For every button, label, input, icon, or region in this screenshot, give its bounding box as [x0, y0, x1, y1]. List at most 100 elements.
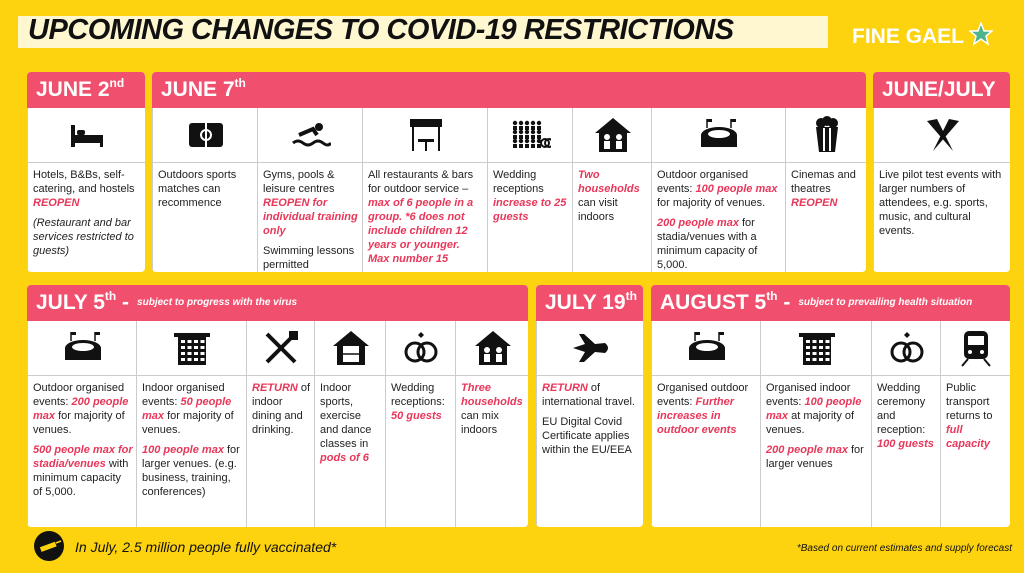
column: RETURN of international travel. EU Digita… [536, 321, 643, 527]
vaccine-icon [34, 531, 64, 561]
icon-art [291, 123, 331, 147]
text-run: Cinemas and theatres [791, 169, 856, 195]
column-text: RETURN of international travel. EU Digita… [542, 381, 640, 463]
text-run: 50 guests [391, 410, 442, 422]
icon-art [474, 331, 511, 365]
text-run: Outdoors sports matches can recommence [158, 169, 237, 209]
icon-art [409, 119, 442, 151]
icon [872, 321, 941, 376]
heading-sup: th [625, 289, 637, 303]
icon [456, 321, 528, 376]
column-text: Indoor organised events: 50 people max f… [142, 381, 243, 505]
text-run: for larger venues. (e.g. business, train… [142, 444, 240, 498]
text-run: EU Digital Covid Certificate applies wit… [542, 416, 632, 456]
column-text: Wedding ceremony and reception: 100 gues… [877, 381, 937, 457]
column: Wedding ceremony and reception: 100 gues… [871, 321, 941, 527]
brand-star [968, 20, 995, 46]
icon [28, 321, 137, 376]
paragraph: Indoor sports, exercise and dance classe… [320, 381, 382, 465]
icon-art [688, 332, 725, 360]
text-run: Organised indoor events: [766, 382, 851, 408]
heading-subtitle: subject to progress with the virus [137, 297, 298, 309]
text-run: can mix indoors [461, 410, 499, 436]
icon [153, 108, 258, 163]
paragraph: Wedding receptions increase to 25 guests [493, 168, 569, 224]
heading-sup: th [104, 289, 117, 303]
icon [28, 108, 145, 163]
column: Three households can mix indoors [455, 321, 528, 527]
text-run: for majority of venues. [33, 410, 125, 436]
text-run: Indoor organised events: [142, 382, 225, 408]
text-run: of international travel. [542, 382, 635, 408]
paragraph: 500 people max for stadia/venues with mi… [33, 443, 133, 499]
column-text: Wedding receptions: 50 guests [391, 381, 452, 429]
column: Outdoors sports matches can recommence [152, 108, 258, 272]
column: Gyms, pools & leisure centres REOPEN for… [257, 108, 363, 272]
heading-subtitle: subject to prevailing health situation [798, 297, 973, 309]
icon [386, 321, 456, 376]
column: Outdoor organised events: 200 people max… [27, 321, 137, 527]
icon [573, 108, 652, 163]
panel-heading: JUNE 2nd [27, 72, 145, 108]
paragraph: Outdoor organised events: 200 people max… [33, 381, 133, 437]
panel: JUNE 7th Outdoors sports matches can reco… [152, 72, 866, 272]
icon-art [188, 123, 223, 147]
text-run: 100 guests [877, 438, 934, 450]
heading-text: JUNE/JULY [882, 78, 996, 101]
column-text: Gyms, pools & leisure centres REOPEN for… [263, 168, 359, 272]
paragraph: Indoor organised events: 50 people max f… [142, 381, 243, 437]
icon [258, 108, 363, 163]
icon-art [594, 118, 631, 152]
column: Live pilot test events with larger numbe… [873, 108, 1010, 272]
text-run: RETURN [542, 382, 588, 394]
column-text: All restaurants & bars for outdoor servi… [368, 168, 484, 272]
text-run: Swimming lessons permitted [263, 245, 355, 271]
panel: JUNE 2nd Hotels, B&Bs, self-catering, and… [27, 72, 145, 272]
column-text: Public transport returns to full capacit… [946, 381, 1007, 457]
paragraph: Live pilot test events with larger numbe… [879, 168, 1007, 238]
heading-dash: - [116, 291, 130, 314]
text-run: Wedding receptions [493, 169, 544, 195]
text-run: Gyms, pools & leisure centres [263, 169, 335, 195]
icon-art [572, 334, 608, 362]
text-run: Live pilot test events with larger numbe… [879, 169, 1002, 237]
column: RETURN of indoor dining and drinking. [246, 321, 315, 527]
text-run: increase to 25 guests [493, 197, 567, 223]
icon [761, 321, 872, 376]
paragraph: Wedding ceremony and reception: 100 gues… [877, 381, 937, 451]
text-run: REOPEN [791, 197, 838, 209]
panel-heading: JULY 5th - subject to progress with the v… [27, 285, 528, 321]
column: Hotels, B&Bs, self-catering, and hostels… [27, 108, 145, 272]
text-run: Wedding receptions: [391, 382, 445, 408]
text-run: 50 people max [142, 396, 232, 422]
column: Organised outdoor events: Further increa… [651, 321, 761, 527]
heading-sup: nd [109, 76, 125, 90]
heading-text: JUNE 2 [36, 78, 110, 101]
icon-art [815, 116, 838, 152]
icon [941, 321, 1010, 376]
text-run: 500 people max for stadia/venues [33, 444, 133, 470]
column-text: Cinemas and theatres REOPEN [791, 168, 863, 216]
paragraph: All restaurants & bars for outdoor servi… [368, 168, 484, 266]
column: Wedding receptions: 50 guests [385, 321, 456, 527]
paragraph: Cinemas and theatres REOPEN [791, 168, 863, 210]
column-text: Three households can mix indoors [461, 381, 525, 443]
column-text: Indoor sports, exercise and dance classe… [320, 381, 382, 471]
column-text: Two households can visit indoors [578, 168, 648, 230]
heading-text: AUGUST 5 [660, 291, 767, 314]
icon [874, 108, 1010, 163]
text-run: 200 people max [657, 217, 739, 229]
text-run: pods of 6 [320, 452, 369, 464]
panel-heading: JULY 19th [536, 285, 643, 321]
title: UPCOMING CHANGES TO COVID-19 RESTRICTION… [28, 14, 734, 46]
text-run: for majority of venues. [657, 197, 766, 209]
heading-text: JULY 5 [36, 291, 105, 314]
column-text: Wedding receptions increase to 25 guests [493, 168, 569, 230]
text-run: (Restaurant and bar services restricted … [33, 217, 134, 257]
text-run: Two households [578, 169, 640, 195]
column-text: Organised indoor events: 100 people max … [766, 381, 868, 477]
column: Organised indoor events: 100 people max … [760, 321, 872, 527]
panel: JUNE/JULY Live pilot test events with lar… [873, 72, 1010, 272]
heading-text: JUNE 7 [161, 78, 235, 101]
